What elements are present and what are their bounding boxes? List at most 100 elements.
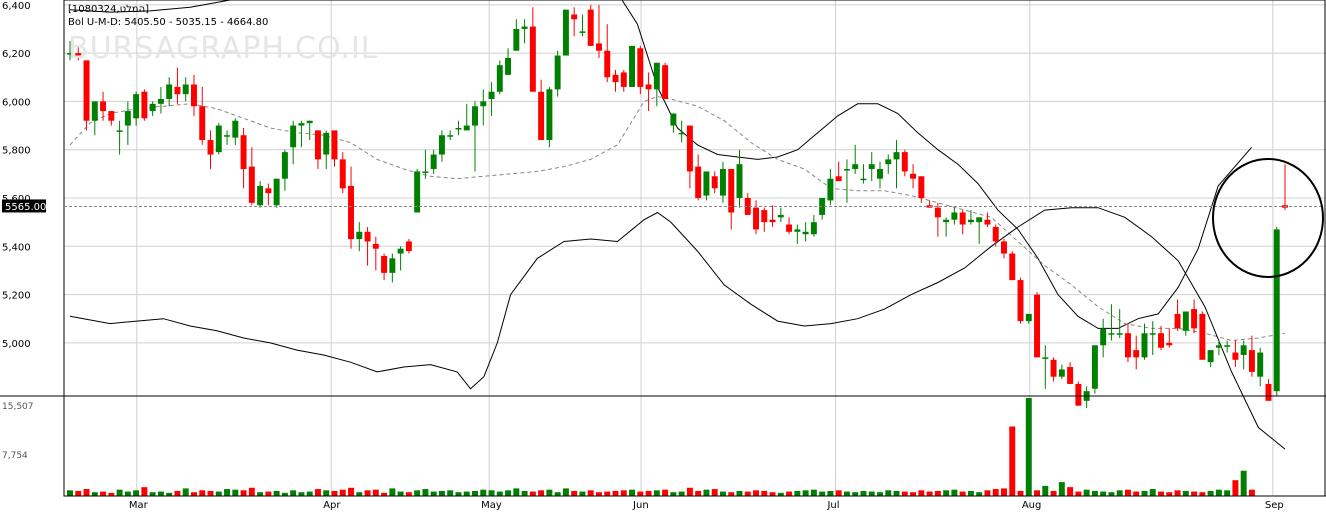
- volume-bar: [364, 490, 371, 496]
- volume-bar: [645, 490, 652, 496]
- volume-bar: [339, 489, 346, 496]
- volume-bar: [405, 492, 412, 496]
- volume-bar: [819, 491, 826, 496]
- volume-bar: [265, 491, 272, 496]
- volume-bar: [562, 488, 569, 496]
- volume-bar: [926, 491, 933, 496]
- candle-body: [1042, 357, 1049, 359]
- candle-body: [984, 219, 991, 225]
- volume-bar: [174, 490, 181, 496]
- volume-bar: [918, 490, 925, 496]
- volume-bar: [75, 490, 82, 496]
- volume-bar: [496, 491, 503, 496]
- candle-body: [967, 219, 974, 223]
- volume-bar: [629, 489, 636, 496]
- candle-body: [381, 255, 388, 273]
- candle-body: [455, 127, 462, 130]
- candle-body: [538, 91, 545, 141]
- volume-bar: [1240, 470, 1247, 496]
- candle-body: [910, 173, 917, 179]
- candle-body: [662, 65, 669, 99]
- volume-bar: [860, 490, 867, 496]
- volume-bar: [1133, 491, 1140, 496]
- volume-bar: [579, 491, 586, 496]
- volume-bar: [695, 490, 702, 496]
- candle-body: [397, 248, 404, 254]
- candle-body: [1017, 280, 1024, 322]
- volume-bar: [480, 489, 487, 496]
- volume-bar: [662, 489, 669, 496]
- bollinger-bands: [69, 0, 1286, 450]
- volume-bar: [1067, 487, 1074, 496]
- volume-bar: [1215, 489, 1222, 496]
- volume-bar: [207, 490, 214, 496]
- volume-bar: [116, 489, 123, 496]
- volume-bar: [612, 490, 619, 496]
- candle-body: [1215, 345, 1222, 348]
- volume-bar: [505, 490, 512, 496]
- volume-bar: [100, 491, 107, 496]
- candle-body: [612, 74, 619, 83]
- candle-body: [67, 53, 73, 55]
- candle-body: [562, 9, 569, 56]
- volume-bar: [835, 490, 842, 496]
- volume-bar: [546, 489, 553, 496]
- security-title: [1080324,המלט]: [68, 4, 149, 15]
- volume-bar: [273, 490, 280, 496]
- candle-body: [529, 26, 536, 92]
- candle-body: [678, 132, 685, 135]
- volume-bar: [604, 491, 611, 496]
- candle-body: [1149, 333, 1156, 335]
- candle-body: [298, 123, 305, 126]
- volume-bar: [149, 492, 156, 496]
- volume-bar: [67, 490, 73, 496]
- candle-body: [992, 226, 999, 242]
- volume-bar: [199, 490, 206, 496]
- candle-body: [215, 125, 222, 153]
- volume-bar: [1050, 490, 1057, 496]
- candle-body: [1174, 313, 1181, 329]
- candle-body: [1124, 333, 1131, 358]
- volume-tick-label: 7,754: [2, 451, 28, 461]
- y-tick-label: 5,000: [2, 339, 31, 350]
- volume-bar: [1158, 491, 1164, 496]
- candle-body: [124, 111, 131, 126]
- volume-bar: [513, 488, 520, 496]
- candle-body: [356, 231, 363, 240]
- candle-body: [1166, 342, 1173, 346]
- volume-bar: [984, 490, 991, 496]
- indicator-values: Bol U-M-D: 5405.50 - 5035.15 - 4664.80: [68, 17, 268, 28]
- volume-bar: [1001, 488, 1007, 496]
- volume-bar: [141, 487, 148, 496]
- volume-bar: [298, 492, 305, 496]
- y-tick-label: 5,800: [2, 146, 31, 157]
- candle-body: [472, 106, 478, 126]
- candle-body: [1199, 313, 1206, 360]
- volume-bar: [1034, 490, 1041, 496]
- bollinger-middle: [69, 96, 1286, 342]
- candle-body: [1133, 350, 1140, 358]
- candle-body: [1058, 369, 1065, 377]
- volume-tick-label: 15,507: [2, 402, 34, 412]
- volume-bar: [794, 490, 801, 496]
- candle-body: [794, 229, 801, 232]
- candle-body: [1257, 352, 1264, 377]
- candle-body: [438, 135, 445, 155]
- volume-bar: [711, 489, 718, 496]
- volume-bar: [157, 491, 164, 496]
- candle-body: [686, 125, 693, 172]
- volume-bar: [1207, 490, 1214, 496]
- volume-bar: [554, 492, 561, 496]
- candle-body: [191, 84, 197, 107]
- volume-bar: [281, 492, 288, 496]
- candle-body: [934, 207, 941, 218]
- volume-bar: [951, 489, 958, 496]
- volume-bar: [934, 490, 941, 496]
- candle-body: [1009, 253, 1016, 281]
- volume-bar: [1042, 485, 1049, 496]
- candle-body: [777, 214, 784, 218]
- volume-bar: [827, 490, 834, 496]
- volume-bar: [843, 491, 850, 496]
- volume-bar: [587, 490, 594, 496]
